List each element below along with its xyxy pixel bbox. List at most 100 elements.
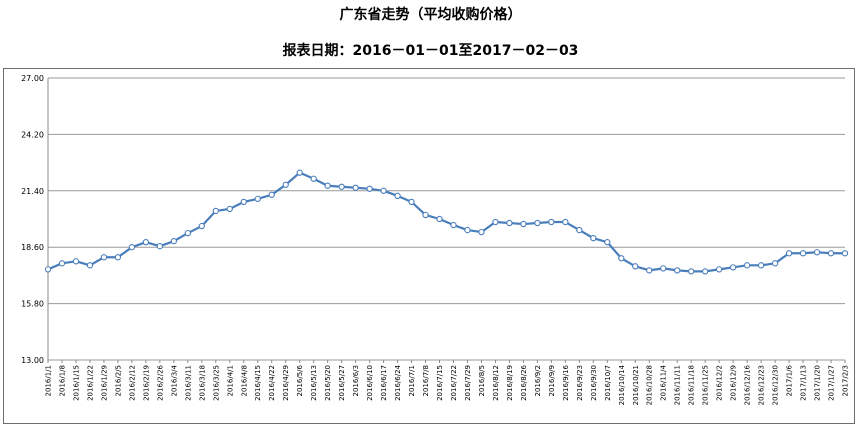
x-tick-label: 2016/9/23 xyxy=(576,365,584,401)
y-tick-label: 18.60 xyxy=(21,243,44,252)
data-point xyxy=(170,238,177,245)
x-tick-label: 2016/5/13 xyxy=(310,365,318,401)
x-tick-label: 2016/12/16 xyxy=(744,364,752,405)
x-tick-label: 2016/12/9 xyxy=(730,365,738,401)
data-point xyxy=(100,254,108,261)
data-point xyxy=(785,250,793,257)
x-tick-label: 2016/11/11 xyxy=(674,365,682,405)
data-point xyxy=(716,266,723,273)
data-point xyxy=(464,226,471,234)
data-point xyxy=(422,211,429,219)
data-point xyxy=(590,234,597,242)
chart-title: 广东省走势（平均收购价格） xyxy=(339,7,522,23)
x-tick-label: 2016/12/30 xyxy=(772,365,780,405)
x-tick-label: 2016/5/27 xyxy=(338,365,346,401)
y-tick-label: 27.00 xyxy=(21,74,44,83)
x-tick-label: 2016/1/1 xyxy=(45,365,53,396)
x-tick-label: 2016/9/2 xyxy=(534,365,542,396)
x-tick-label: 2016/1/15 xyxy=(72,365,80,401)
data-point xyxy=(604,239,611,246)
x-tick-label: 2016/1/8 xyxy=(58,365,66,396)
x-tick-label: 2016/4/8 xyxy=(240,365,248,396)
data-point xyxy=(240,198,247,206)
x-tick-label: 2016/8/12 xyxy=(492,365,500,401)
x-tick-label: 2016/4/22 xyxy=(268,365,276,401)
data-point xyxy=(534,219,541,227)
data-point xyxy=(142,239,150,246)
data-point xyxy=(338,183,345,190)
data-point xyxy=(86,262,94,269)
x-tick-label: 2016/11/4 xyxy=(660,364,668,400)
data-point xyxy=(436,215,443,223)
x-tick-label: 2016/3/18 xyxy=(198,365,206,401)
data-point xyxy=(198,222,205,230)
x-tick-label: 2016/2/19 xyxy=(142,365,150,401)
price-series xyxy=(44,169,849,275)
x-tick-label: 2016/1/22 xyxy=(86,365,94,401)
data-point xyxy=(352,184,359,191)
data-point xyxy=(394,192,401,199)
series-line xyxy=(47,171,845,273)
y-axis-ticks: 13.00 15.80 18.60 21.40 24.20 27.00 xyxy=(21,74,44,365)
data-point xyxy=(799,250,807,257)
data-point xyxy=(632,263,639,270)
data-point xyxy=(841,250,849,257)
data-point xyxy=(184,229,191,237)
x-tick-label: 2016/5/20 xyxy=(324,365,332,401)
x-tick-label: 2016/6/10 xyxy=(366,365,374,401)
x-tick-label: 2016/9/16 xyxy=(562,364,570,400)
data-point xyxy=(282,181,289,188)
data-point xyxy=(757,262,765,269)
y-tick-label: 13.00 xyxy=(21,356,44,365)
data-point xyxy=(506,219,513,227)
x-tick-label: 2017/1/20 xyxy=(814,365,822,401)
x-tick-label: 2016/6/17 xyxy=(380,365,388,401)
data-point xyxy=(520,220,527,228)
x-tick-label: 2016/8/5 xyxy=(478,365,486,396)
x-tick-label: 2016/10/14 xyxy=(618,364,626,405)
data-point xyxy=(212,207,219,215)
data-point xyxy=(492,218,499,226)
chart-frame xyxy=(3,68,855,424)
x-tick-label: 2016/7/1 xyxy=(408,365,416,396)
x-tick-label: 2016/2/12 xyxy=(128,365,136,401)
data-point xyxy=(646,267,653,274)
data-point xyxy=(743,262,751,269)
x-tick-label: 2016/8/19 xyxy=(506,365,514,401)
x-tick-label: 2016/10/28 xyxy=(646,365,654,405)
x-tick-label: 2016/11/18 xyxy=(688,365,696,405)
data-point xyxy=(58,260,66,267)
y-tick-label: 24.20 xyxy=(21,130,44,139)
x-tick-label: 2016/5/6 xyxy=(296,364,304,396)
x-tick-label: 2016/12/2 xyxy=(716,365,724,401)
x-tick-label: 2016/3/11 xyxy=(184,365,192,401)
data-point xyxy=(450,221,457,229)
x-axis-ticks: 2016/1/1 2016/1/8 2016/1/15 2016/1/22 2016/1… xyxy=(45,360,850,405)
data-point xyxy=(618,255,625,262)
data-point xyxy=(268,191,275,198)
data-point xyxy=(254,195,261,203)
x-tick-label: 2016/7/22 xyxy=(450,365,458,401)
x-tick-label: 2017/2/3 xyxy=(842,365,850,396)
x-tick-label: 2017/1/27 xyxy=(828,365,836,401)
data-point xyxy=(688,268,695,275)
data-point xyxy=(702,268,709,275)
x-tick-label: 2016/4/15 xyxy=(254,365,262,401)
x-tick-label: 2016/7/15 xyxy=(436,365,444,401)
x-tick-label: 2016/6/24 xyxy=(394,364,402,400)
x-tick-label: 2016/7/8 xyxy=(422,365,430,396)
x-tick-label: 2016/12/23 xyxy=(758,365,766,405)
x-tick-label: 2016/11/25 xyxy=(702,365,710,405)
x-tick-label: 2016/3/25 xyxy=(212,365,220,401)
x-tick-label: 2017/1/13 xyxy=(800,365,808,401)
x-tick-label: 2016/7/29 xyxy=(464,365,472,401)
data-point xyxy=(771,260,779,267)
data-point xyxy=(324,182,331,189)
data-point xyxy=(408,198,415,206)
x-tick-label: 2016/2/5 xyxy=(114,365,122,396)
x-tick-label: 2016/8/26 xyxy=(520,364,528,400)
data-point xyxy=(366,185,373,192)
data-point xyxy=(729,264,737,271)
data-point xyxy=(827,250,835,257)
